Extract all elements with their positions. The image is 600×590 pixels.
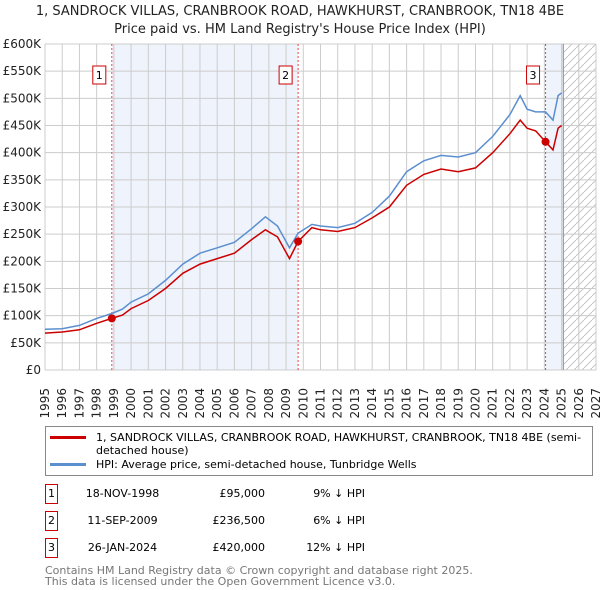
x-tick-label: 2018 [434,388,448,419]
y-tick-label: £400K [3,146,43,160]
sale-row: 2 11-SEP-2009 £236,500 6% ↓ HPI [45,511,585,531]
x-tick-label: 2002 [159,388,173,419]
price-chart: 1995 1996 1997 1998 1999 2000 2001 2002 2003 2004… [3,37,600,419]
x-tick-label: 2015 [382,388,396,419]
x-tick-label: 2020 [468,388,482,419]
sale-label: 3 [530,69,537,82]
x-tick-label: 2009 [279,388,293,419]
x-tick-label: 2023 [520,388,534,419]
property-line [44,118,563,334]
x-tick-label: 2014 [365,388,379,419]
x-tick-label: 2003 [176,388,190,419]
footer: Contains HM Land Registry data © Crown c… [45,565,585,587]
x-tick-label: 2004 [193,388,207,419]
x-tick-label: 2011 [314,388,328,419]
x-tick-label: 2019 [451,388,465,419]
x-tick-label: 2021 [486,388,500,419]
y-tick-label: £550K [3,64,43,78]
sale-point [294,237,303,246]
sale-price: £95,000 [219,487,266,500]
x-tick-label: 2006 [227,388,241,419]
y-tick-label: £450K [3,119,43,133]
sale-date: 18-NOV-1998 [85,487,160,500]
chart-title: 1, SANDROCK VILLAS, CRANBROOK ROAD, HAWK… [35,4,565,19]
x-tick-label: 2027 [589,388,600,419]
x-tick-label: 2000 [124,388,138,419]
x-tick-label: 1996 [55,388,69,419]
hpi-line [44,92,563,331]
y-tick-label: £150K [3,282,43,296]
sale-price: £420,000 [212,541,266,554]
y-tick-label: £100K [3,309,43,323]
x-tick-label: 2024 [537,388,551,419]
x-tick-label: 2005 [210,388,224,419]
y-tick-label: £50K [10,336,42,350]
sale-date: 26-JAN-2024 [87,541,158,554]
sale-date: 11-SEP-2009 [87,514,158,527]
x-tick-label: 2007 [245,388,259,419]
x-tick-label: 1998 [90,388,104,419]
y-tick-label: £600K [3,37,43,51]
sale-marker: 3 [45,538,58,558]
legend: 1, SANDROCK VILLAS, CRANBROOK ROAD, HAWK… [45,426,593,476]
x-tick-label: 2013 [348,388,362,419]
legend-label-property: 1, SANDROCK VILLAS, CRANBROOK ROAD, HAWK… [96,431,582,457]
sale-label-box [526,65,541,85]
x-tick-label: 2017 [417,388,431,419]
legend-label-hpi: HPI: Average price, semi-detached house,… [96,458,417,471]
x-tick-label: 2025 [555,388,569,419]
sale-hpi-diff: 9% ↓ HPI [313,487,365,500]
sale-marker: 2 [45,511,58,531]
sale-label-box [278,65,293,85]
sale-row: 1 18-NOV-1998 £95,000 9% ↓ HPI [45,484,585,504]
x-tick-label: 2012 [331,388,345,419]
x-tick-label: 1997 [72,388,86,419]
sale-point [541,137,550,146]
sale-label-box [92,65,107,85]
sale-hpi-diff: 12% ↓ HPI [306,541,365,554]
y-tick-label: £300K [3,200,43,214]
legend-swatch-hpi [50,463,86,466]
sale-price: £236,500 [212,514,266,527]
y-tick-label: £200K [3,254,43,268]
sale-label: 1 [96,69,103,82]
x-tick-label: 1999 [107,388,121,419]
x-tick-label: 2022 [503,388,517,419]
legend-swatch-property [50,436,86,439]
y-tick-label: £0 [26,363,41,377]
sale-row: 3 26-JAN-2024 £420,000 12% ↓ HPI [45,538,585,558]
x-tick-label: 2001 [141,388,155,419]
y-tick-label: £250K [3,227,43,241]
sale-hpi-diff: 6% ↓ HPI [313,514,365,527]
y-tick-label: £500K [3,91,43,105]
sale-marker: 1 [45,484,58,504]
footer-line-2: This data is licensed under the Open Gov… [45,575,396,588]
x-tick-label: 2016 [400,388,414,419]
y-tick-label: £350K [3,173,43,187]
x-tick-label: 1995 [38,388,52,419]
chart-subtitle: Price paid vs. HM Land Registry's House … [114,22,486,37]
sale-point [107,314,116,323]
sale-label: 2 [282,69,289,82]
x-tick-label: 2010 [296,388,310,419]
x-tick-label: 2008 [262,388,276,419]
x-tick-label: 2026 [572,388,586,419]
footer-line-1: Contains HM Land Registry data © Crown c… [45,564,473,577]
